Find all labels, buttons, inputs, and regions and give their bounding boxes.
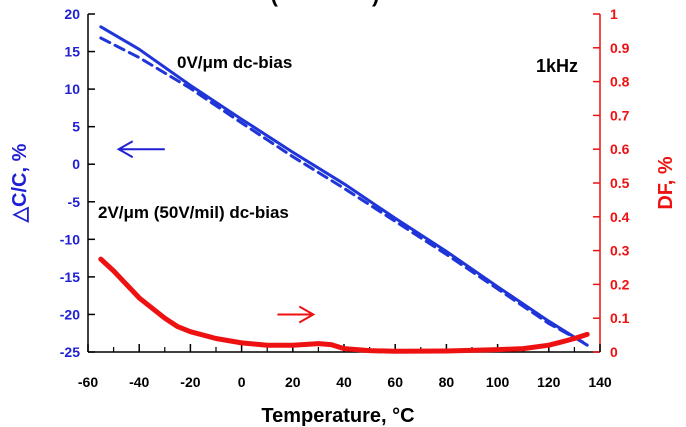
annotation-0v-bias: 0V/μm dc-bias bbox=[177, 53, 292, 72]
y-right-tick-label: 0.9 bbox=[610, 40, 630, 56]
y-left-tick-label: -5 bbox=[68, 194, 81, 210]
arrow-head bbox=[298, 305, 316, 324]
y-right-tick-label: 0.4 bbox=[610, 209, 630, 225]
x-tick-label: 60 bbox=[387, 374, 403, 390]
y-right-tick-label: 0.8 bbox=[610, 74, 630, 90]
y-right-tick-label: 0.7 bbox=[610, 107, 630, 123]
x-tick-label: 100 bbox=[486, 374, 510, 390]
series-layer bbox=[98, 25, 590, 354]
arrow-head bbox=[116, 140, 134, 159]
y-right-tick-label: 1 bbox=[610, 6, 618, 22]
y-left-ticks: -25 -20 -15 -10 -5 0 5 10 15 20 bbox=[60, 6, 95, 360]
y-left-tick-label: -20 bbox=[60, 306, 80, 322]
y-left-tick-label: 10 bbox=[64, 81, 80, 97]
chart-title: (··· ·········) bbox=[271, 0, 380, 7]
x-tick-label: 120 bbox=[537, 374, 561, 390]
y-left-tick-label: -25 bbox=[60, 344, 80, 360]
x-tick-label: 40 bbox=[336, 374, 352, 390]
annotation-2v-bias: 2V/μm (50V/mil) dc-bias bbox=[98, 203, 289, 222]
y-right-tick-label: 0.5 bbox=[610, 175, 630, 191]
x-tick-label: 20 bbox=[285, 374, 301, 390]
y-left-tick-label: -15 bbox=[60, 269, 80, 285]
x-axis-label: Temperature, °C bbox=[261, 405, 414, 427]
y-right-tick-label: 0.6 bbox=[610, 141, 630, 157]
x-tick-label: 80 bbox=[439, 374, 455, 390]
capacitance-solid-series-line bbox=[99, 25, 589, 347]
y-right-tick-label: 0.1 bbox=[610, 310, 630, 326]
y-left-tick-label: 0 bbox=[72, 156, 80, 172]
capacitance-dashed-series-line bbox=[99, 36, 589, 346]
y-right-tick-label: 0.3 bbox=[610, 243, 630, 259]
y-right-axis-label: DF, % bbox=[655, 156, 677, 210]
y-left-tick-label: 5 bbox=[72, 119, 80, 135]
x-tick-label: -20 bbox=[180, 374, 200, 390]
df-series-line bbox=[98, 256, 590, 354]
x-tick-label: 0 bbox=[238, 374, 246, 390]
y-left-tick-label: 15 bbox=[64, 44, 80, 60]
x-tick-label: -60 bbox=[78, 374, 98, 390]
y-right-tick-label: 0.2 bbox=[610, 276, 630, 292]
x-tick-label: 140 bbox=[588, 374, 612, 390]
y-left-axis-label: △C/C, % bbox=[9, 143, 31, 223]
x-tick-label: -40 bbox=[129, 374, 149, 390]
annotation-frequency: 1kHz bbox=[536, 56, 578, 76]
y-left-tick-label: 20 bbox=[64, 6, 80, 22]
y-right-ticks: 0 0.1 0.2 0.3 0.4 0.5 0.6 0.7 0.8 0.9 1 bbox=[593, 6, 630, 360]
y-left-tick-label: -10 bbox=[60, 231, 80, 247]
arrow-layer bbox=[116, 140, 316, 324]
y-right-tick-label: 0 bbox=[610, 344, 618, 360]
